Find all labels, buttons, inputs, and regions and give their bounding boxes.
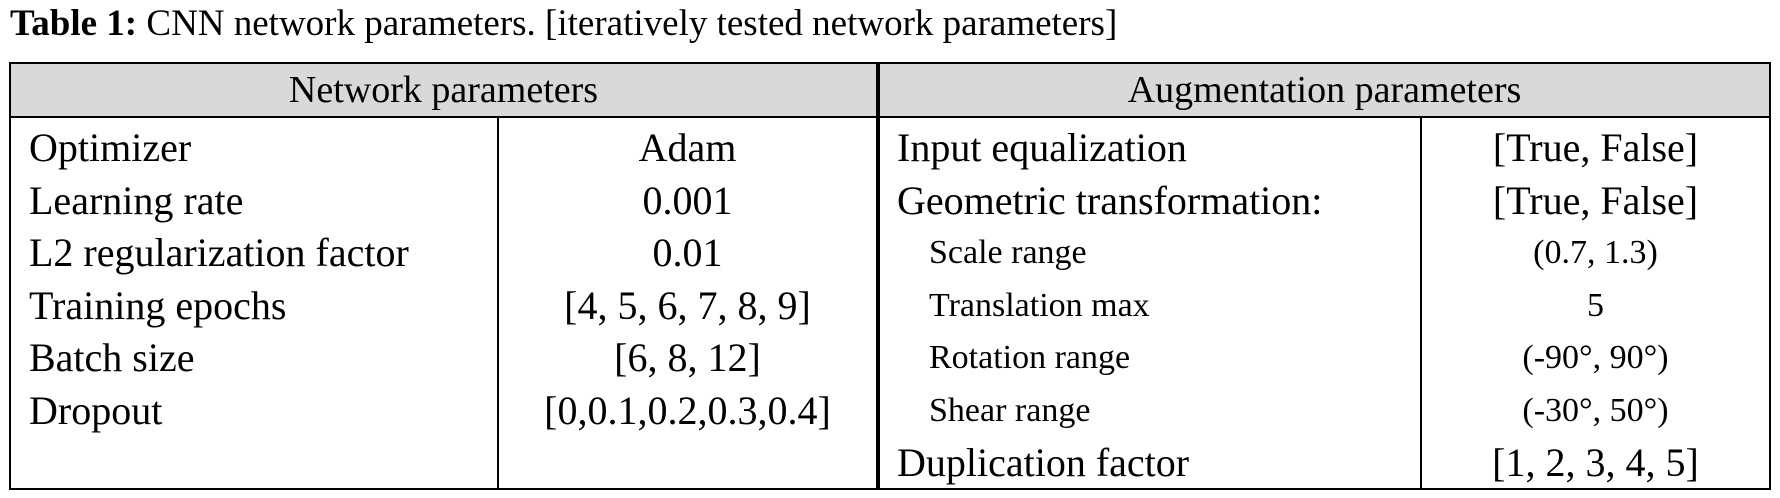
param-value: [True, False] xyxy=(1492,177,1699,223)
caption-label: Table 1: xyxy=(10,3,138,44)
table: Network parameters Augmentation paramete… xyxy=(9,62,1771,490)
sub-param-value: (-30°, 50°) xyxy=(1522,391,1669,429)
param-name: Optimizer xyxy=(29,125,192,170)
param-name: Geometric transformation: xyxy=(897,177,1323,223)
sub-param-name: Translation max xyxy=(929,286,1150,324)
param-value: 0.01 xyxy=(652,230,723,275)
section-divider xyxy=(876,64,880,488)
param-value: 0.001 xyxy=(642,177,733,223)
param-value: [True, False] xyxy=(1492,125,1699,170)
param-name: L2 regularization factor xyxy=(29,230,409,275)
sub-param-value: (-90°, 90°) xyxy=(1522,339,1669,376)
param-value: [6, 8, 12] xyxy=(614,335,761,380)
caption-text: CNN network parameters. [iteratively tes… xyxy=(146,3,1118,44)
column-divider xyxy=(1420,118,1422,488)
param-name: Dropout xyxy=(29,387,163,433)
param-value: [0,0.1,0.2,0.3,0.4] xyxy=(544,387,831,433)
param-name: Input equalization xyxy=(897,125,1187,170)
param-value: Adam xyxy=(638,125,737,170)
sub-param-value: (0.7, 1.3) xyxy=(1533,234,1658,271)
param-name: Duplication factor xyxy=(897,440,1190,485)
caption: Table 1: CNN network parameters. [iterat… xyxy=(10,2,1117,45)
sub-param-name: Rotation range xyxy=(929,339,1131,376)
param-value: [1, 2, 3, 4, 5] xyxy=(1492,440,1699,485)
param-name: Batch size xyxy=(29,335,195,380)
sub-param-name: Shear range xyxy=(929,391,1091,429)
header-cell: Network parameters xyxy=(11,64,876,118)
column-divider xyxy=(497,118,499,488)
sub-param-value: 5 xyxy=(1587,286,1604,324)
param-name: Training epochs xyxy=(29,282,287,328)
param-name: Learning rate xyxy=(29,177,244,223)
param-value: [4, 5, 6, 7, 8, 9] xyxy=(564,282,811,328)
header-cell: Augmentation parameters xyxy=(880,64,1769,118)
sub-param-name: Scale range xyxy=(929,234,1087,271)
